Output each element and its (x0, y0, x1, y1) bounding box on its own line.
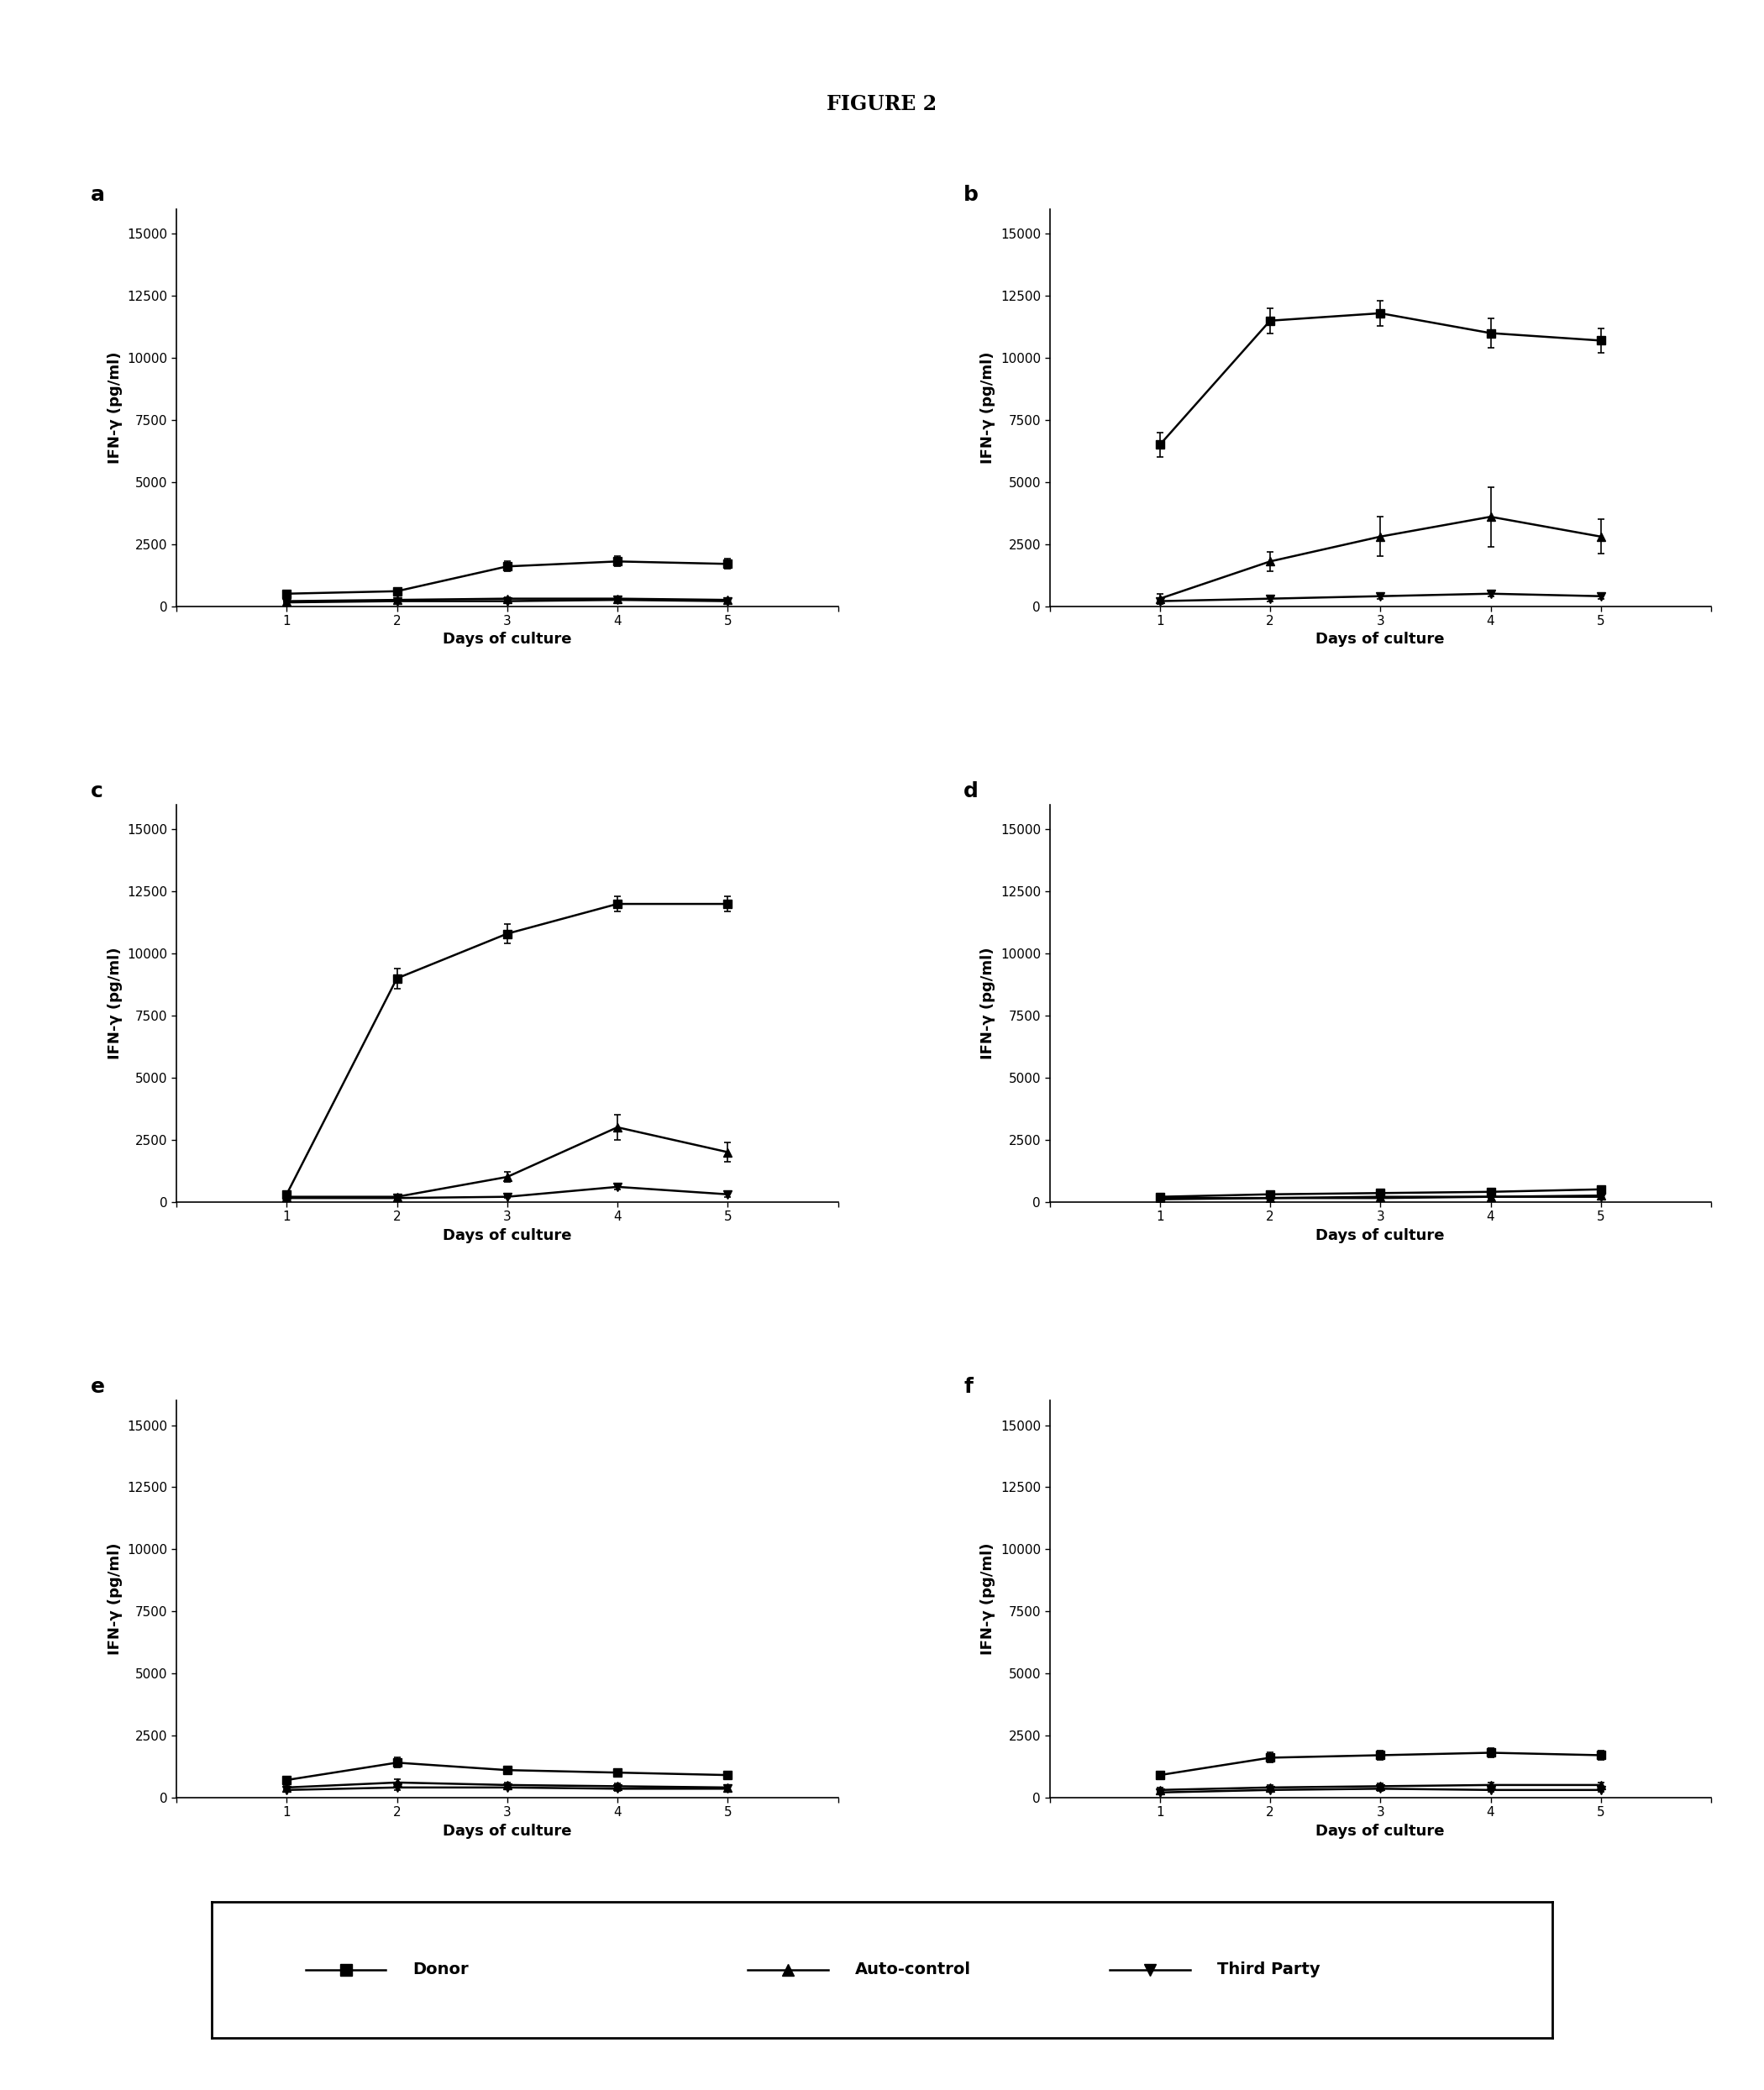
Text: e: e (90, 1377, 104, 1396)
Text: a: a (90, 186, 104, 205)
Y-axis label: IFN-γ (pg/ml): IFN-γ (pg/ml) (981, 351, 995, 464)
X-axis label: Days of culture: Days of culture (443, 631, 572, 648)
Text: f: f (963, 1377, 972, 1396)
X-axis label: Days of culture: Days of culture (443, 1227, 572, 1244)
X-axis label: Days of culture: Days of culture (1316, 1822, 1445, 1839)
X-axis label: Days of culture: Days of culture (1316, 631, 1445, 648)
Y-axis label: IFN-γ (pg/ml): IFN-γ (pg/ml) (981, 947, 995, 1060)
Text: Auto-control: Auto-control (856, 1963, 972, 1977)
X-axis label: Days of culture: Days of culture (443, 1822, 572, 1839)
Y-axis label: IFN-γ (pg/ml): IFN-γ (pg/ml) (981, 1542, 995, 1655)
Text: d: d (963, 782, 979, 800)
Text: FIGURE 2: FIGURE 2 (827, 94, 937, 115)
Y-axis label: IFN-γ (pg/ml): IFN-γ (pg/ml) (108, 1542, 122, 1655)
Y-axis label: IFN-γ (pg/ml): IFN-γ (pg/ml) (108, 351, 122, 464)
X-axis label: Days of culture: Days of culture (1316, 1227, 1445, 1244)
Text: Third Party: Third Party (1217, 1963, 1319, 1977)
Text: c: c (90, 782, 102, 800)
Text: b: b (963, 186, 979, 205)
Y-axis label: IFN-γ (pg/ml): IFN-γ (pg/ml) (108, 947, 122, 1060)
Text: Donor: Donor (413, 1963, 469, 1977)
